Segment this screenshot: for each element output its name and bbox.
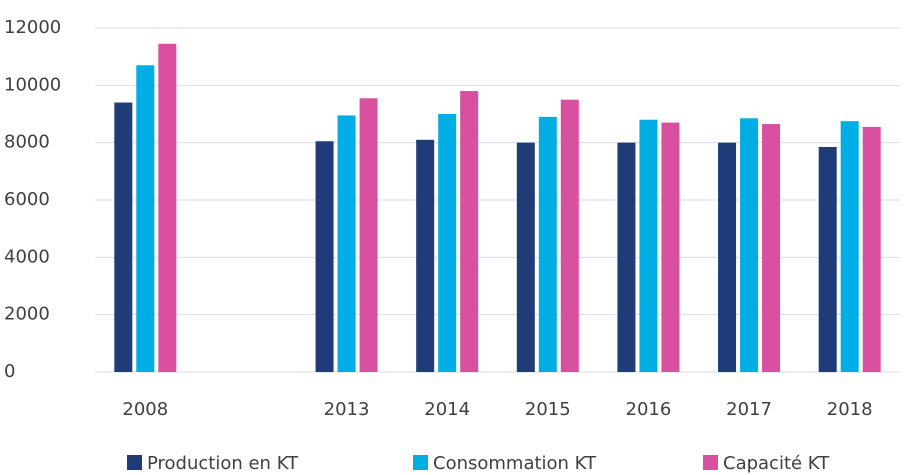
legend-swatch: [703, 455, 718, 470]
x-tick-label: 2017: [726, 399, 772, 420]
x-tick-label: 2015: [525, 399, 571, 420]
bar: [516, 142, 535, 372]
bar: [337, 115, 356, 372]
bar: [740, 118, 759, 372]
x-tick-label: 2013: [324, 399, 370, 420]
bar: [661, 122, 680, 372]
x-tick-label: 2016: [626, 399, 672, 420]
bar: [416, 139, 435, 372]
x-tick-label: 2008: [122, 399, 168, 420]
bar: [762, 124, 781, 373]
bar: [818, 146, 837, 372]
x-tick-label: 2014: [424, 399, 470, 420]
y-tick-label: 6000: [4, 189, 50, 210]
y-tick-label: 0: [4, 361, 15, 382]
bar: [560, 99, 579, 373]
bar: [862, 126, 881, 373]
bar: [136, 65, 155, 373]
x-tick-label: 2018: [827, 399, 873, 420]
y-tick-label: 8000: [4, 132, 50, 153]
bar: [315, 141, 334, 372]
legend-swatch: [127, 455, 142, 470]
y-tick-label: 10000: [4, 74, 61, 95]
legend-swatch: [413, 455, 428, 470]
bar: [617, 142, 636, 372]
bar: [840, 121, 859, 373]
bar: [114, 102, 133, 373]
bar: [158, 43, 177, 373]
bar: [460, 91, 479, 373]
bar: [359, 98, 378, 372]
y-tick-label: 12000: [4, 17, 61, 38]
legend-label: Production en KT: [147, 453, 299, 474]
y-tick-label: 2000: [4, 304, 50, 325]
legend-label: Capacité KT: [723, 453, 830, 474]
legend-label: Consommation KT: [433, 453, 597, 474]
bar: [538, 116, 557, 372]
bar: [718, 142, 737, 372]
bar: [639, 119, 658, 372]
bar: [438, 114, 457, 372]
y-tick-label: 4000: [4, 246, 50, 267]
